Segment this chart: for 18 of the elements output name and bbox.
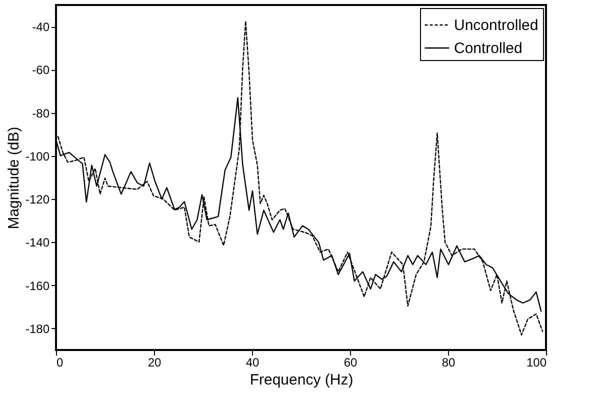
y-tick-label: -60 [32, 63, 50, 78]
x-tick-label: 40 [246, 356, 260, 370]
legend-label: Uncontrolled [454, 17, 538, 34]
y-tick-label: -40 [32, 20, 50, 34]
y-tick-label: -140 [25, 236, 50, 250]
y-tick-label: -180 [25, 322, 50, 336]
x-tick-label: 60 [344, 356, 358, 370]
y-tick-label: -160 [25, 278, 50, 293]
y-tick-label: -100 [25, 149, 50, 164]
x-tick-label: 100 [526, 356, 547, 370]
x-tick-label: 20 [148, 356, 162, 370]
x-tick-label: 80 [442, 356, 456, 370]
x-axis-title: Frequency (Hz) [250, 372, 354, 388]
x-tick-label: 0 [56, 356, 64, 370]
y-tick-label: -120 [25, 192, 50, 207]
y-tick-label: -80 [32, 106, 50, 120]
legend-label: Controlled [454, 40, 522, 57]
y-axis-title: Magnitude (dB) [5, 126, 22, 230]
